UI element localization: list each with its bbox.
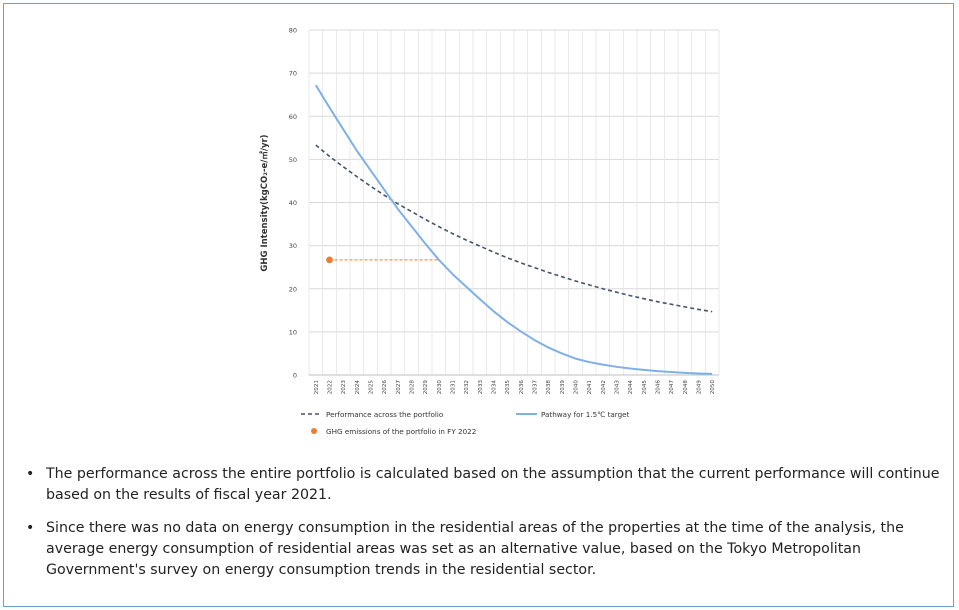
chart-container: 0 10 20 30 40 50 60 70 80 2021 2022 2023 2024 2025 202… (4, 4, 955, 458)
x-tick-label: 2039 (560, 380, 566, 395)
x-tick-label: 2049 (697, 380, 703, 395)
note-text: Since there was no data on energy consum… (46, 520, 904, 578)
y-tick-label: 10 (289, 328, 297, 336)
list-item: • Since there was no data on energy cons… (26, 518, 946, 581)
bullet-icon: • (26, 520, 35, 536)
x-tick-label: 2031 (451, 380, 457, 395)
x-tick-label: 2043 (615, 380, 621, 395)
x-tick-label: 2046 (656, 380, 662, 395)
x-tick-label: 2047 (669, 380, 675, 395)
legend-label: Pathway for 1.5℃ target (541, 410, 630, 419)
y-tick-label: 20 (289, 285, 297, 293)
content-frame: 0 10 20 30 40 50 60 70 80 2021 2022 2023 2024 2025 202… (3, 3, 954, 607)
x-tick-label: 2044 (628, 380, 634, 395)
x-tick-label: 2023 (341, 380, 347, 395)
x-tick-label: 2042 (601, 380, 607, 394)
x-tick-label: 2021 (314, 380, 320, 395)
y-tick-label: 40 (289, 199, 297, 207)
x-tick-label: 2032 (464, 380, 470, 394)
series-line (314, 84, 713, 375)
x-tick-label: 2036 (519, 380, 525, 395)
x-tick-label: 2029 (423, 380, 429, 395)
legend-swatch (311, 428, 317, 434)
y-tick-label: 80 (289, 27, 297, 35)
x-tick-label: 2034 (492, 380, 498, 395)
x-tick-label: 2028 (410, 380, 416, 395)
x-tick-label: 2040 (574, 380, 580, 395)
x-tick-label: 2025 (369, 380, 375, 395)
x-tick-label: 2050 (710, 380, 716, 395)
legend-label: GHG emissions of the portfolio in FY 202… (326, 427, 476, 436)
x-tick-label: 2030 (437, 380, 443, 395)
y-tick-label: 30 (289, 242, 297, 250)
y-tick-label: 0 (293, 372, 297, 380)
x-tick-label: 2027 (396, 380, 402, 395)
x-tick-label: 2024 (355, 380, 361, 395)
data-point (326, 256, 333, 264)
note-text: The performance across the entire portfo… (46, 466, 940, 503)
x-tick-label: 2037 (533, 380, 539, 395)
x-tick-label: 2041 (587, 380, 593, 395)
bullet-icon: • (26, 466, 35, 482)
y-tick-label: 60 (289, 113, 297, 121)
x-tick-label: 2026 (382, 380, 388, 395)
x-tick-label: 2038 (546, 380, 552, 395)
y-tick-label: 70 (289, 70, 297, 78)
x-tick-label: 2048 (683, 380, 689, 395)
x-tick-label: 2033 (478, 380, 484, 395)
y-tick-label: 50 (289, 156, 297, 164)
list-item: • The performance across the entire port… (26, 464, 946, 506)
legend-label: Performance across the portfolio (326, 410, 443, 419)
y-axis-label: GHG Intensity(kgCO₂-e/㎡/yr) (259, 134, 270, 271)
x-tick-label: 2035 (505, 380, 511, 395)
notes-list: • The performance across the entire port… (26, 464, 946, 593)
x-tick-label: 2022 (328, 380, 334, 394)
x-tick-label: 2045 (642, 380, 648, 395)
